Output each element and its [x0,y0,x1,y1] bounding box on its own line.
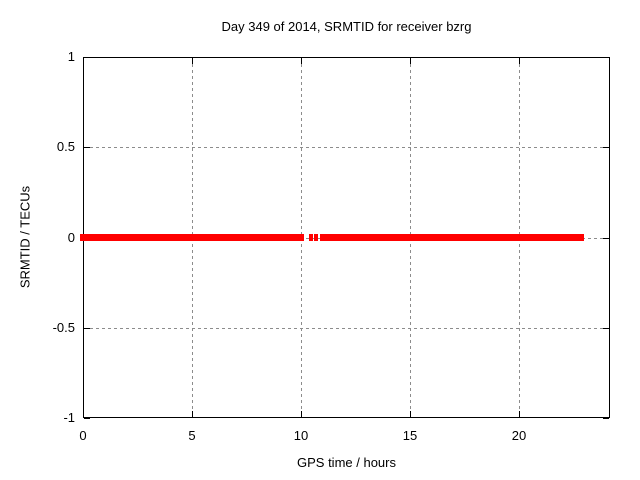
data-series-point [309,234,313,241]
y-tick-label: -0.5 [52,320,75,335]
y-tick-right [603,147,609,148]
x-tick-top [410,58,411,64]
x-tick-top [192,58,193,64]
chart-title: Day 349 of 2014, SRMTID for receiver bzr… [221,19,472,34]
y-tick-left [84,418,90,419]
y-tick-left [84,328,90,329]
y-gridline [84,328,609,329]
x-tick-top [519,58,520,64]
y-tick-left [84,57,90,58]
y-tick-label: 1 [67,49,75,64]
x-tick-label: 20 [511,428,527,443]
data-series-segment [80,234,304,241]
x-tick-label: 0 [79,428,87,443]
y-tick-label: -1 [63,410,75,425]
y-tick-label: 0 [67,230,75,245]
y-tick-left [84,147,90,148]
y-tick-right [603,328,609,329]
x-tick-label: 10 [293,428,309,443]
x-tick-top [301,58,302,64]
x-tick-bottom [519,411,520,417]
y-tick-label: 0.5 [56,139,75,154]
x-axis-label: GPS time / hours [297,455,396,470]
y-tick-right [603,418,609,419]
y-tick-right [603,57,609,58]
x-tick-label: 15 [402,428,418,443]
data-series-point [314,234,318,241]
x-tick-bottom [301,411,302,417]
x-tick-top [83,58,84,64]
data-series-segment [320,234,584,241]
x-tick-label: 5 [188,428,196,443]
x-tick-bottom [192,411,193,417]
x-tick-bottom [83,411,84,417]
y-tick-right [603,238,609,239]
x-tick-bottom [410,411,411,417]
y-gridline [84,147,609,148]
